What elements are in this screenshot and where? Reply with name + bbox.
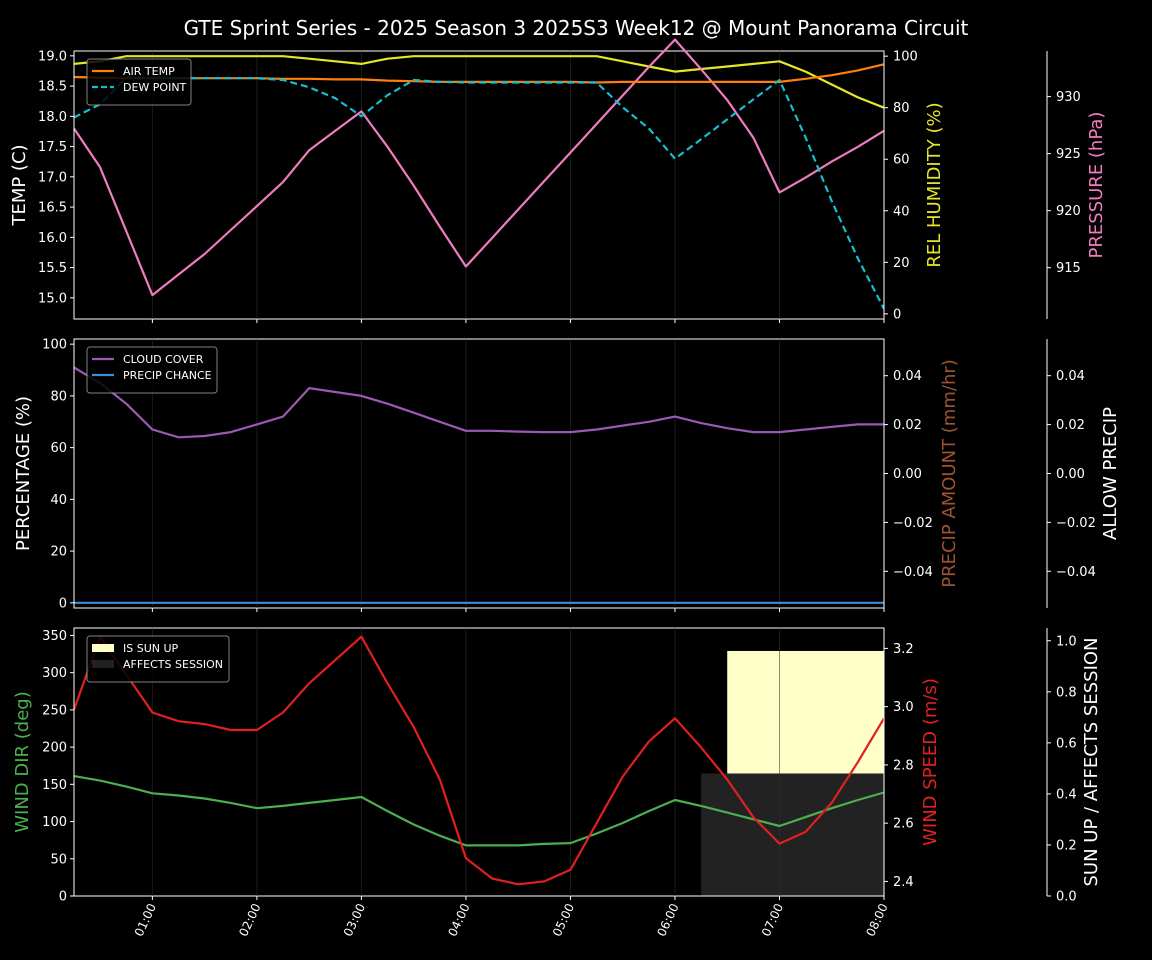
temp-pressure-tick-label: 920 bbox=[1056, 204, 1081, 219]
cloud-left-tick-label: 60 bbox=[50, 441, 67, 456]
cloud-precip-amount-tick-label: −0.04 bbox=[893, 565, 933, 580]
temp-humidity-tick-label: 0 bbox=[893, 307, 901, 322]
temp-humidity-tick-label: 40 bbox=[893, 204, 910, 219]
wind-sun-up-tick-label: 0.2 bbox=[1056, 838, 1077, 853]
wind-sun-up-tick-label: 0.8 bbox=[1056, 685, 1077, 700]
wind-sun-up-tick-label: 1.0 bbox=[1056, 634, 1077, 649]
wind-left-tick-label: 250 bbox=[42, 703, 67, 718]
precip-amount-axis-label: PRECIP AMOUNT (mm/hr) bbox=[939, 359, 960, 588]
sun-up-axis-label: SUN UP / AFFECTS SESSION bbox=[1081, 637, 1102, 886]
cloud-precip-amount-tick-label: −0.02 bbox=[893, 516, 933, 531]
cloud-allow-precip-tick-label: −0.04 bbox=[1056, 565, 1096, 580]
cloud-left-tick-label: 100 bbox=[42, 338, 67, 353]
temp-legend-label: DEW POINT bbox=[123, 81, 187, 94]
pressure-axis-label: PRESSURE (hPa) bbox=[1086, 112, 1107, 259]
temp-axis-label: TEMP (C) bbox=[9, 144, 30, 226]
wind-left-tick-label: 200 bbox=[42, 741, 67, 756]
wind-left-tick-label: 300 bbox=[42, 666, 67, 681]
temp-pressure-tick-label: 925 bbox=[1056, 147, 1081, 162]
wind-sun-up-tick-label: 0.6 bbox=[1056, 736, 1077, 751]
cloud-left-tick-label: 40 bbox=[50, 493, 67, 508]
wind-dir-axis-label: WIND DIR (deg) bbox=[12, 691, 33, 833]
cloud-left-tick-label: 80 bbox=[50, 389, 67, 404]
wind-wind-speed-tick-label: 2.4 bbox=[893, 875, 914, 890]
wind-legend-box bbox=[86, 635, 230, 683]
temp-left-tick-label: 18.5 bbox=[38, 80, 67, 95]
wind-sun-up-tick-label: 0.0 bbox=[1056, 890, 1077, 905]
cloud-legend-box bbox=[86, 346, 218, 394]
temp-left-tick-label: 15.5 bbox=[38, 261, 67, 276]
temp-pressure-tick-label: 930 bbox=[1056, 90, 1081, 105]
percentage-axis-label: PERCENTAGE (%) bbox=[13, 396, 34, 551]
wind-left-tick-label: 50 bbox=[50, 852, 67, 867]
temp-left-tick-label: 18.0 bbox=[38, 110, 67, 125]
wind-legend-label: AFFECTS SESSION bbox=[123, 658, 223, 671]
temp-left-tick-label: 16.5 bbox=[38, 201, 67, 216]
wind-speed-line bbox=[72, 635, 885, 886]
cloud-allow-precip-tick-label: 0.04 bbox=[1056, 369, 1085, 384]
wind-dir-line bbox=[73, 775, 885, 847]
wind-wind-speed-tick-label: 2.8 bbox=[893, 758, 914, 773]
temp-left-tick-label: 15.0 bbox=[38, 291, 67, 306]
cloud-left-tick-label: 0 bbox=[59, 596, 67, 611]
temp-left-tick-label: 17.5 bbox=[38, 140, 67, 155]
wind-legend-swatch bbox=[92, 644, 114, 652]
temp-humidity-tick-label: 60 bbox=[893, 153, 910, 168]
dew-point-line bbox=[73, 76, 885, 310]
wind-wind-speed-tick-label: 3.0 bbox=[893, 700, 914, 715]
cloud-precip-amount-tick-label: 0.02 bbox=[893, 418, 922, 433]
temp-pressure-tick-label: 915 bbox=[1056, 261, 1081, 276]
cloud-allow-precip-tick-label: −0.02 bbox=[1056, 516, 1096, 531]
wind-left-tick-label: 350 bbox=[42, 629, 67, 644]
temp-humidity-tick-label: 20 bbox=[893, 256, 910, 271]
temp-left-tick-label: 19.0 bbox=[38, 49, 67, 64]
cloud-allow-precip-tick-label: 0.00 bbox=[1056, 467, 1085, 482]
temp-left-tick-label: 17.0 bbox=[38, 170, 67, 185]
chart-title: GTE Sprint Series - 2025 Season 3 2025S3… bbox=[184, 16, 969, 40]
humidity-axis-label: REL HUMIDITY (%) bbox=[924, 102, 945, 267]
cloud-cover-line bbox=[73, 366, 884, 439]
temp-legend: AIR TEMP DEW POINT bbox=[86, 58, 192, 106]
cloud-legend-label: PRECIP CHANCE bbox=[123, 369, 212, 382]
cloud-precip-amount-tick-label: 0.00 bbox=[893, 467, 922, 482]
cloud-left-tick-label: 20 bbox=[50, 545, 67, 560]
wind-legend-swatch bbox=[92, 660, 114, 668]
cloud-precip-amount-tick-label: 0.04 bbox=[893, 369, 922, 384]
wind-left-tick-label: 0 bbox=[59, 890, 67, 905]
cloud-legend: CLOUD COVER PRECIP CHANCE bbox=[86, 346, 218, 394]
pressure-line bbox=[73, 38, 885, 297]
wind-left-tick-label: 100 bbox=[42, 815, 67, 830]
wind-speed-axis-label: WIND SPEED (m/s) bbox=[920, 678, 941, 846]
wind-sun-up-tick-label: 0.4 bbox=[1056, 787, 1077, 802]
wind-wind-speed-tick-label: 2.6 bbox=[893, 817, 914, 832]
cloud-legend-label: CLOUD COVER bbox=[123, 353, 204, 366]
humidity-line bbox=[73, 55, 885, 109]
allow-precip-axis-label: ALLOW PRECIP bbox=[1100, 407, 1121, 540]
wind-wind-speed-tick-label: 3.2 bbox=[893, 642, 914, 657]
affects-session-band bbox=[701, 773, 884, 896]
temp-legend-label: AIR TEMP bbox=[123, 65, 175, 78]
temp-humidity-tick-label: 100 bbox=[893, 50, 918, 65]
temp-left-tick-label: 16.0 bbox=[38, 231, 67, 246]
temp-humidity-tick-label: 80 bbox=[893, 101, 910, 116]
wind-legend-label: IS SUN UP bbox=[123, 642, 179, 655]
wind-left-tick-label: 150 bbox=[42, 778, 67, 793]
wind-legend: IS SUN UP AFFECTS SESSION bbox=[86, 635, 230, 683]
cloud-allow-precip-tick-label: 0.02 bbox=[1056, 418, 1085, 433]
